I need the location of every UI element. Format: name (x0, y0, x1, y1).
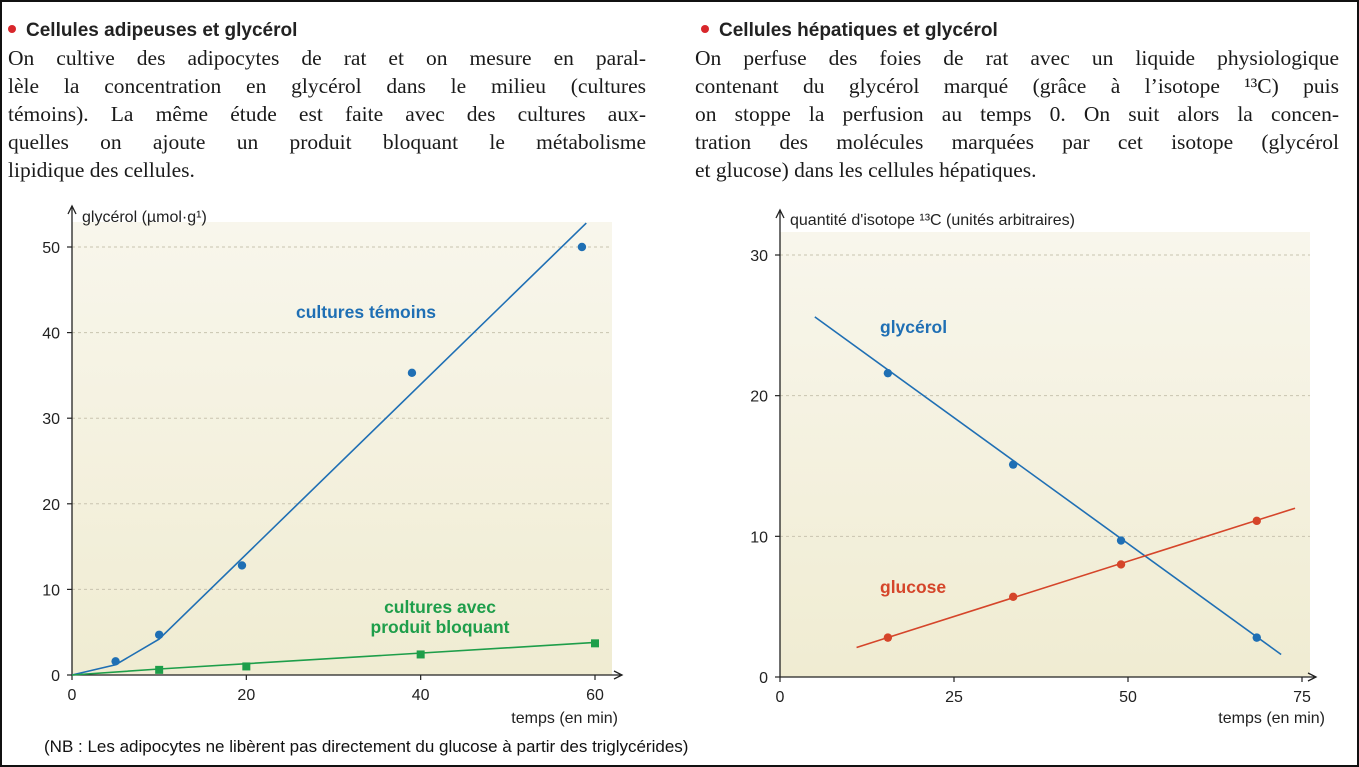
right-paragraph-line: On perfuse des foies de rat avec un liqu… (695, 46, 1339, 70)
plot-background (72, 222, 612, 675)
bullet-icon (701, 24, 709, 33)
data-point (407, 368, 417, 378)
y-tick-label: 50 (42, 240, 60, 257)
x-axis-title: temps (en min) (511, 710, 618, 727)
data-point (1252, 633, 1261, 642)
right-paragraph: On perfuse des foies de rat avec un liqu… (695, 44, 1339, 184)
y-tick-label: 10 (42, 582, 60, 599)
data-point (577, 242, 587, 252)
left-paragraph-line: quelles on ajoute un produit bloquant le… (8, 130, 646, 154)
y-tick-label: 0 (51, 668, 60, 685)
series-line (856, 507, 1296, 649)
y-axis-title: quantité d'isotope ¹³C (unités arbitrair… (790, 212, 1075, 229)
right-paragraph-line: tration des molécules marquées par cet i… (695, 130, 1339, 154)
x-tick-label: 60 (586, 687, 604, 704)
y-tick-label: 0 (759, 670, 768, 687)
data-point (1008, 460, 1018, 469)
data-point (242, 662, 251, 671)
right-heading: Cellules hépatiques et glycérol (701, 20, 998, 42)
left-paragraph-line: témoins). La même étude est faite avec d… (8, 102, 646, 126)
left-paragraph-line: lipidique des cellules. (8, 158, 195, 182)
series-label: glucose (880, 577, 946, 597)
y-tick-label: 20 (42, 497, 60, 514)
right-heading-text: Cellules hépatiques et glycérol (719, 20, 998, 41)
y-tick-label: 30 (750, 248, 768, 265)
left-heading: Cellules adipeuses et glycérol (8, 20, 297, 42)
series-label: produit bloquant (371, 617, 510, 637)
plot-background (780, 232, 1310, 677)
right-paragraph-line: on stoppe la perfusion au temps 0. On su… (695, 102, 1339, 126)
right-paragraph-line: contenant du glycérol marqué (grâce à l’… (695, 74, 1339, 98)
x-tick-label: 40 (412, 687, 430, 704)
x-tick-label: 25 (945, 689, 963, 706)
data-point (591, 639, 599, 648)
series-label: glycérol (880, 317, 947, 337)
x-axis-arrow (613, 670, 624, 680)
bullet-icon (8, 24, 16, 33)
data-point (1116, 536, 1126, 545)
data-point (237, 561, 247, 570)
footnote: (NB : Les adipocytes ne libèrent pas dir… (44, 737, 689, 756)
data-point (154, 630, 164, 639)
series-label: cultures avec (384, 597, 496, 617)
data-point (111, 657, 120, 666)
x-tick-label: 0 (776, 689, 785, 706)
y-axis-arrow (775, 208, 785, 219)
data-point (416, 650, 425, 659)
x-axis-arrow (1307, 672, 1318, 682)
data-point (883, 633, 893, 642)
data-point (1116, 560, 1126, 569)
data-point (1252, 516, 1261, 526)
left-paragraph: On cultive des adipocytes de rat et on m… (8, 44, 646, 184)
x-tick-label: 75 (1293, 689, 1311, 706)
left-paragraph-line: On cultive des adipocytes de rat et on m… (8, 46, 646, 70)
y-tick-label: 40 (42, 326, 60, 343)
series-line (814, 316, 1282, 656)
y-tick-label: 10 (750, 529, 768, 546)
left-paragraph-line: lèle la concentration en glycérol dans l… (8, 74, 646, 98)
x-tick-label: 0 (68, 687, 77, 704)
x-axis-title: temps (en min) (1218, 710, 1325, 727)
series-line (71, 222, 587, 676)
data-point (883, 368, 893, 378)
y-axis-title: glycérol (µmol·g¹) (82, 209, 207, 226)
data-point (1008, 592, 1018, 602)
right-paragraph-line: et glucose) dans les cellules hépatiques… (695, 158, 1037, 182)
y-tick-label: 20 (750, 389, 768, 406)
series-label: cultures témoins (296, 302, 436, 322)
data-point (155, 665, 164, 674)
x-tick-label: 50 (1119, 689, 1137, 706)
y-tick-label: 30 (42, 411, 60, 428)
left-heading-text: Cellules adipeuses et glycérol (26, 20, 298, 41)
x-tick-label: 20 (237, 687, 255, 704)
y-axis-arrow (67, 204, 77, 215)
